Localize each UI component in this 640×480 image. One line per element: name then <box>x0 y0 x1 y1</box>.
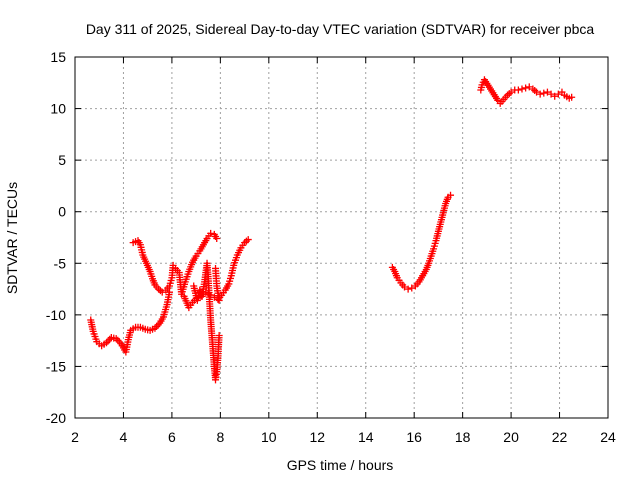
data-point <box>215 296 223 304</box>
chart-title: Day 311 of 2025, Sidereal Day-to-day VTE… <box>86 21 595 37</box>
x-tick-label: 6 <box>168 429 176 445</box>
data-points <box>87 76 576 384</box>
y-axis-label: SDTVAR / TECUs <box>4 182 20 294</box>
data-point <box>533 88 541 96</box>
x-tick-label: 10 <box>261 429 277 445</box>
x-tick-label: 18 <box>455 429 471 445</box>
data-point <box>404 285 412 293</box>
data-point <box>244 236 252 244</box>
data-point <box>525 83 533 91</box>
x-tick-label: 12 <box>309 429 325 445</box>
data-point <box>536 90 544 98</box>
y-tick-label: -10 <box>46 307 66 323</box>
data-point <box>518 85 526 93</box>
y-tick-label: -5 <box>54 255 67 271</box>
x-tick-label: 22 <box>552 429 568 445</box>
data-point <box>213 235 221 243</box>
x-tick-label: 24 <box>600 429 616 445</box>
y-tick-label: 10 <box>50 101 66 117</box>
x-tick-label: 14 <box>358 429 374 445</box>
data-point <box>568 93 576 101</box>
data-point <box>165 288 173 296</box>
plot-frame <box>74 56 609 419</box>
data-point <box>543 88 551 96</box>
x-tick-label: 8 <box>216 429 224 445</box>
data-point <box>400 283 408 291</box>
x-tick-label: 2 <box>71 429 79 445</box>
data-point <box>447 191 455 199</box>
y-tick-label: -15 <box>46 358 66 374</box>
data-point <box>547 90 555 98</box>
data-point <box>551 92 559 100</box>
data-point <box>207 229 215 237</box>
x-tick-label: 20 <box>503 429 519 445</box>
y-tick-label: 5 <box>58 152 66 168</box>
x-tick-label: 4 <box>120 429 128 445</box>
data-point <box>408 284 416 292</box>
y-tick-label: 15 <box>50 49 66 65</box>
data-point <box>215 331 223 339</box>
y-tick-label: -20 <box>46 410 66 426</box>
data-point <box>554 90 562 98</box>
y-tick-label: 0 <box>58 204 66 220</box>
data-point <box>540 89 548 97</box>
grid <box>75 57 608 418</box>
x-tick-label: 16 <box>406 429 422 445</box>
data-point <box>106 335 114 343</box>
data-point <box>522 84 530 92</box>
data-point <box>514 86 522 94</box>
x-axis-label: GPS time / hours <box>287 457 394 473</box>
data-point <box>507 88 515 96</box>
data-point <box>158 288 166 296</box>
